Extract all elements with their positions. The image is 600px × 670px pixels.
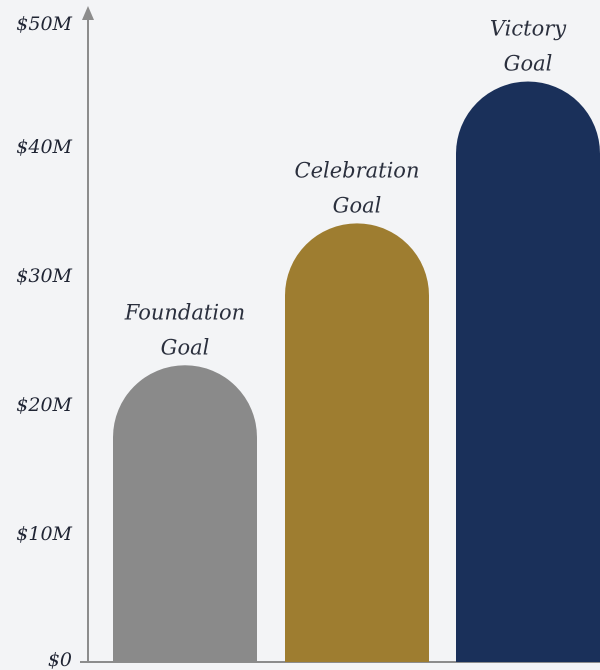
bar-labels: Foundation Goal Celebration Goal Victory Goal bbox=[124, 17, 567, 360]
bar-foundation-goal bbox=[113, 365, 257, 662]
y-tick-label: $20M bbox=[16, 394, 72, 416]
y-tick-label: $10M bbox=[16, 523, 72, 545]
y-tick-labels: $0 $10M $20M $30M $40M $50M bbox=[16, 13, 72, 670]
bar-celebration-goal bbox=[285, 223, 429, 662]
y-tick-label: $40M bbox=[16, 136, 72, 158]
bar-label-line: Goal bbox=[504, 52, 553, 76]
y-tick-label: $30M bbox=[16, 265, 72, 287]
bar-label-line: Goal bbox=[161, 335, 210, 359]
y-axis-arrowhead bbox=[82, 6, 94, 20]
bar-label-line: Victory bbox=[490, 17, 567, 41]
bars bbox=[113, 81, 600, 663]
bar-label-line: Foundation bbox=[124, 300, 245, 324]
bar-victory-goal bbox=[456, 81, 600, 663]
y-tick-label: $50M bbox=[16, 13, 72, 35]
y-tick-label: $0 bbox=[48, 649, 72, 670]
bar-label-line: Goal bbox=[333, 193, 382, 217]
bar-label-line: Celebration bbox=[295, 158, 420, 182]
